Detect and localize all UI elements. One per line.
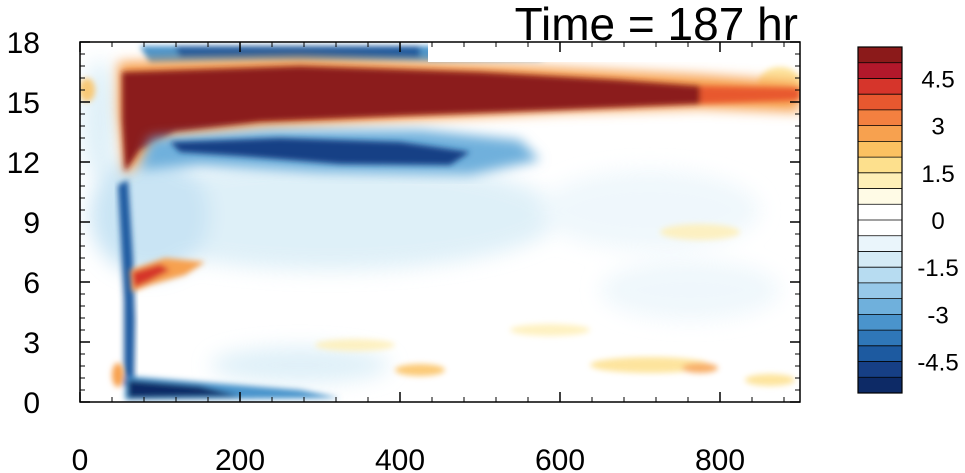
y-tick-label: 0 — [23, 387, 40, 420]
colorbar-segment — [858, 188, 902, 205]
light-yellow-patch — [80, 78, 95, 102]
colorbar-segment — [858, 282, 902, 300]
colorbar-segment — [858, 298, 902, 315]
colorbar-segment — [858, 251, 902, 268]
colorbar-label: -4.5 — [917, 350, 958, 377]
colorbar-label: -1.5 — [917, 255, 958, 282]
light-yellow-patch — [660, 224, 740, 240]
y-tick-label: 3 — [23, 327, 40, 360]
light-yellow-patch — [510, 324, 590, 336]
light-yellow-patch — [590, 357, 710, 373]
colorbar-segment — [858, 47, 902, 64]
surface-negative-core — [128, 380, 240, 398]
light-blue-region — [540, 170, 760, 250]
y-tick-label: 6 — [23, 267, 40, 300]
colorbar-segment — [858, 314, 902, 331]
colorbar-label: 1.5 — [921, 161, 954, 188]
x-tick-label: 600 — [535, 444, 585, 473]
title-background — [428, 0, 800, 62]
y-tick-label: 12 — [7, 147, 40, 180]
colorbar-segment — [858, 141, 902, 158]
colorbar-segment — [858, 377, 902, 394]
colorbar-segment — [858, 267, 902, 284]
colorbar-label: 4.5 — [921, 66, 954, 93]
mid-positive-core — [132, 264, 170, 288]
colorbar-segment — [858, 172, 902, 190]
x-tick-label: 200 — [215, 444, 265, 473]
colorbar-segment — [858, 204, 902, 221]
y-tick-label: 18 — [7, 27, 40, 60]
colorbar-frame — [857, 46, 903, 394]
x-tick-label: 400 — [375, 444, 425, 473]
vertical-negative-front — [118, 180, 135, 385]
contour-field — [80, 46, 800, 400]
upper-negative-core — [170, 138, 470, 165]
positive-band-tail — [700, 86, 800, 104]
colorbar-label: -3 — [927, 302, 948, 329]
mid-positive-patch — [130, 258, 205, 292]
colorbar-segment — [858, 78, 902, 95]
colorbar-segment — [858, 235, 902, 252]
colorbar-label: 0 — [931, 208, 944, 235]
colorbar-segment — [858, 361, 902, 378]
colorbar-segment — [858, 94, 902, 111]
colorbar-segment — [858, 109, 902, 127]
colorbar: 4.5 3 1.5 0 -1.5 -3 -4.5 — [857, 46, 959, 394]
colorbar-segment — [858, 62, 902, 79]
light-blue-region — [100, 160, 560, 270]
light-blue-region — [210, 347, 390, 383]
y-tick-label: 15 — [7, 87, 40, 120]
positive-band-core — [122, 66, 740, 172]
top-negative-core — [175, 46, 420, 58]
colorbar-segment — [858, 345, 902, 363]
light-yellow-patch — [315, 339, 395, 351]
x-tick-label: 0 — [72, 444, 89, 473]
light-yellow-patch — [682, 363, 718, 373]
light-yellow-patch — [745, 374, 795, 386]
surface-positive-patch — [112, 363, 124, 387]
colorbar-segment — [858, 125, 902, 142]
colorbar-segment — [858, 220, 902, 237]
light-blue-region — [600, 260, 780, 320]
y-tick-label: 9 — [23, 207, 40, 240]
colorbar-segment — [858, 157, 902, 174]
colorbar-label: 3 — [931, 114, 944, 141]
light-yellow-patch — [395, 364, 445, 376]
axes: 0 200 400 600 800 0 3 6 9 12 15 18 — [7, 27, 800, 473]
x-tick-label: 800 — [695, 444, 745, 473]
colorbar-segment — [858, 330, 902, 347]
